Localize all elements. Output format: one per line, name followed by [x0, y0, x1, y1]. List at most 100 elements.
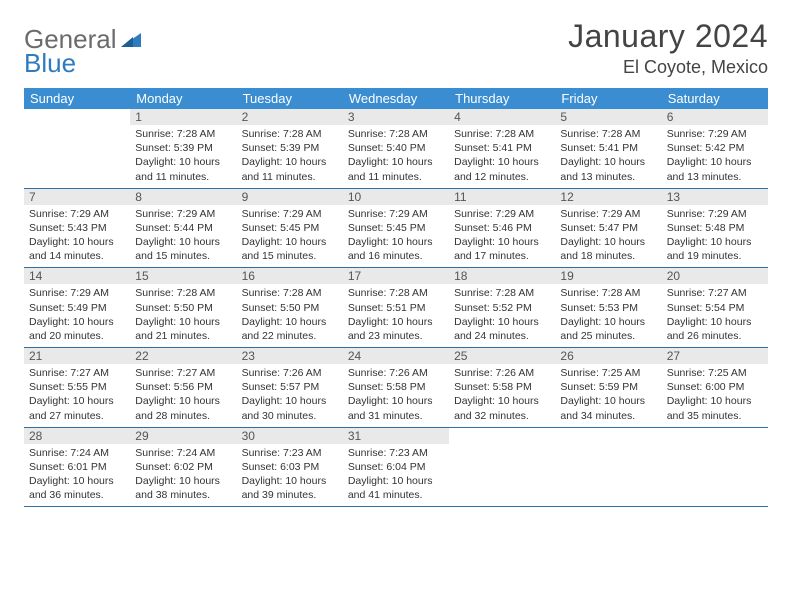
- calendar-table: SundayMondayTuesdayWednesdayThursdayFrid…: [24, 88, 768, 507]
- day-details: Sunrise: 7:24 AMSunset: 6:01 PMDaylight:…: [24, 444, 130, 507]
- sunset-text: Sunset: 5:59 PM: [560, 380, 656, 394]
- calendar-cell: 5Sunrise: 7:28 AMSunset: 5:41 PMDaylight…: [555, 109, 661, 188]
- daylight-text-1: Daylight: 10 hours: [135, 394, 231, 408]
- calendar-cell: 8Sunrise: 7:29 AMSunset: 5:44 PMDaylight…: [130, 188, 236, 268]
- sunrise-text: Sunrise: 7:28 AM: [348, 127, 444, 141]
- calendar-cell: 19Sunrise: 7:28 AMSunset: 5:53 PMDayligh…: [555, 268, 661, 348]
- sunrise-text: Sunrise: 7:28 AM: [454, 127, 550, 141]
- day-number: 2: [237, 109, 343, 125]
- sunset-text: Sunset: 5:58 PM: [454, 380, 550, 394]
- calendar-cell: 20Sunrise: 7:27 AMSunset: 5:54 PMDayligh…: [662, 268, 768, 348]
- daylight-text-1: Daylight: 10 hours: [454, 394, 550, 408]
- sunrise-text: Sunrise: 7:29 AM: [242, 207, 338, 221]
- day-details: Sunrise: 7:28 AMSunset: 5:41 PMDaylight:…: [555, 125, 661, 188]
- day-number: 4: [449, 109, 555, 125]
- day-number: 26: [555, 348, 661, 364]
- sunset-text: Sunset: 5:41 PM: [560, 141, 656, 155]
- sunrise-text: Sunrise: 7:27 AM: [667, 286, 763, 300]
- sunrise-text: Sunrise: 7:29 AM: [29, 207, 125, 221]
- daylight-text-2: and 30 minutes.: [242, 409, 338, 423]
- daylight-text-1: Daylight: 10 hours: [667, 155, 763, 169]
- daylight-text-2: and 41 minutes.: [348, 488, 444, 502]
- sunset-text: Sunset: 5:40 PM: [348, 141, 444, 155]
- sunrise-text: Sunrise: 7:27 AM: [135, 366, 231, 380]
- sunset-text: Sunset: 5:42 PM: [667, 141, 763, 155]
- day-details: Sunrise: 7:28 AMSunset: 5:50 PMDaylight:…: [130, 284, 236, 347]
- daylight-text-2: and 20 minutes.: [29, 329, 125, 343]
- day-details: Sunrise: 7:27 AMSunset: 5:55 PMDaylight:…: [24, 364, 130, 427]
- day-details: Sunrise: 7:29 AMSunset: 5:45 PMDaylight:…: [237, 205, 343, 268]
- daylight-text-1: Daylight: 10 hours: [348, 315, 444, 329]
- daylight-text-2: and 13 minutes.: [667, 170, 763, 184]
- sunset-text: Sunset: 5:47 PM: [560, 221, 656, 235]
- day-number: 24: [343, 348, 449, 364]
- day-number: 6: [662, 109, 768, 125]
- header: General January 2024 El Coyote, Mexico: [24, 18, 768, 78]
- day-number: 10: [343, 189, 449, 205]
- sunset-text: Sunset: 5:46 PM: [454, 221, 550, 235]
- day-details: Sunrise: 7:28 AMSunset: 5:39 PMDaylight:…: [130, 125, 236, 188]
- daylight-text-2: and 38 minutes.: [135, 488, 231, 502]
- sunset-text: Sunset: 5:48 PM: [667, 221, 763, 235]
- calendar-week-row: 1Sunrise: 7:28 AMSunset: 5:39 PMDaylight…: [24, 109, 768, 188]
- title-block: January 2024 El Coyote, Mexico: [568, 18, 768, 78]
- sunset-text: Sunset: 5:53 PM: [560, 301, 656, 315]
- calendar-week-row: 21Sunrise: 7:27 AMSunset: 5:55 PMDayligh…: [24, 348, 768, 428]
- sunrise-text: Sunrise: 7:29 AM: [667, 207, 763, 221]
- day-details: Sunrise: 7:25 AMSunset: 6:00 PMDaylight:…: [662, 364, 768, 427]
- calendar-cell: 3Sunrise: 7:28 AMSunset: 5:40 PMDaylight…: [343, 109, 449, 188]
- day-number: 9: [237, 189, 343, 205]
- weekday-header: Thursday: [449, 88, 555, 109]
- day-number: 16: [237, 268, 343, 284]
- sunset-text: Sunset: 5:44 PM: [135, 221, 231, 235]
- weekday-header: Tuesday: [237, 88, 343, 109]
- day-number: 1: [130, 109, 236, 125]
- sunset-text: Sunset: 5:56 PM: [135, 380, 231, 394]
- sunrise-text: Sunrise: 7:29 AM: [348, 207, 444, 221]
- day-number: 20: [662, 268, 768, 284]
- sunset-text: Sunset: 5:57 PM: [242, 380, 338, 394]
- day-details: Sunrise: 7:28 AMSunset: 5:52 PMDaylight:…: [449, 284, 555, 347]
- daylight-text-2: and 14 minutes.: [29, 249, 125, 263]
- daylight-text-2: and 36 minutes.: [29, 488, 125, 502]
- day-number: 22: [130, 348, 236, 364]
- sunset-text: Sunset: 6:04 PM: [348, 460, 444, 474]
- calendar-week-row: 7Sunrise: 7:29 AMSunset: 5:43 PMDaylight…: [24, 188, 768, 268]
- daylight-text-1: Daylight: 10 hours: [29, 474, 125, 488]
- day-details: Sunrise: 7:25 AMSunset: 5:59 PMDaylight:…: [555, 364, 661, 427]
- calendar-cell: 6Sunrise: 7:29 AMSunset: 5:42 PMDaylight…: [662, 109, 768, 188]
- weekday-header: Sunday: [24, 88, 130, 109]
- daylight-text-2: and 15 minutes.: [135, 249, 231, 263]
- daylight-text-1: Daylight: 10 hours: [29, 394, 125, 408]
- day-details: Sunrise: 7:28 AMSunset: 5:53 PMDaylight:…: [555, 284, 661, 347]
- calendar-cell: 31Sunrise: 7:23 AMSunset: 6:04 PMDayligh…: [343, 427, 449, 507]
- calendar-cell: 15Sunrise: 7:28 AMSunset: 5:50 PMDayligh…: [130, 268, 236, 348]
- calendar-cell: 23Sunrise: 7:26 AMSunset: 5:57 PMDayligh…: [237, 348, 343, 428]
- daylight-text-2: and 11 minutes.: [348, 170, 444, 184]
- daylight-text-1: Daylight: 10 hours: [242, 394, 338, 408]
- day-details: Sunrise: 7:28 AMSunset: 5:51 PMDaylight:…: [343, 284, 449, 347]
- day-number: 8: [130, 189, 236, 205]
- sunrise-text: Sunrise: 7:29 AM: [560, 207, 656, 221]
- daylight-text-1: Daylight: 10 hours: [667, 315, 763, 329]
- sunrise-text: Sunrise: 7:28 AM: [242, 127, 338, 141]
- day-number: 21: [24, 348, 130, 364]
- day-number: 12: [555, 189, 661, 205]
- sunrise-text: Sunrise: 7:29 AM: [135, 207, 231, 221]
- sunset-text: Sunset: 5:39 PM: [135, 141, 231, 155]
- calendar-cell: 27Sunrise: 7:25 AMSunset: 6:00 PMDayligh…: [662, 348, 768, 428]
- calendar-cell: 14Sunrise: 7:29 AMSunset: 5:49 PMDayligh…: [24, 268, 130, 348]
- day-details: Sunrise: 7:26 AMSunset: 5:57 PMDaylight:…: [237, 364, 343, 427]
- calendar-week-row: 28Sunrise: 7:24 AMSunset: 6:01 PMDayligh…: [24, 427, 768, 507]
- sunset-text: Sunset: 5:50 PM: [135, 301, 231, 315]
- sunrise-text: Sunrise: 7:29 AM: [29, 286, 125, 300]
- daylight-text-1: Daylight: 10 hours: [348, 155, 444, 169]
- daylight-text-1: Daylight: 10 hours: [242, 235, 338, 249]
- sunset-text: Sunset: 6:01 PM: [29, 460, 125, 474]
- calendar-cell: 28Sunrise: 7:24 AMSunset: 6:01 PMDayligh…: [24, 427, 130, 507]
- day-details: Sunrise: 7:24 AMSunset: 6:02 PMDaylight:…: [130, 444, 236, 507]
- calendar-cell: 4Sunrise: 7:28 AMSunset: 5:41 PMDaylight…: [449, 109, 555, 188]
- day-details: Sunrise: 7:28 AMSunset: 5:40 PMDaylight:…: [343, 125, 449, 188]
- calendar-cell: 21Sunrise: 7:27 AMSunset: 5:55 PMDayligh…: [24, 348, 130, 428]
- sunrise-text: Sunrise: 7:23 AM: [242, 446, 338, 460]
